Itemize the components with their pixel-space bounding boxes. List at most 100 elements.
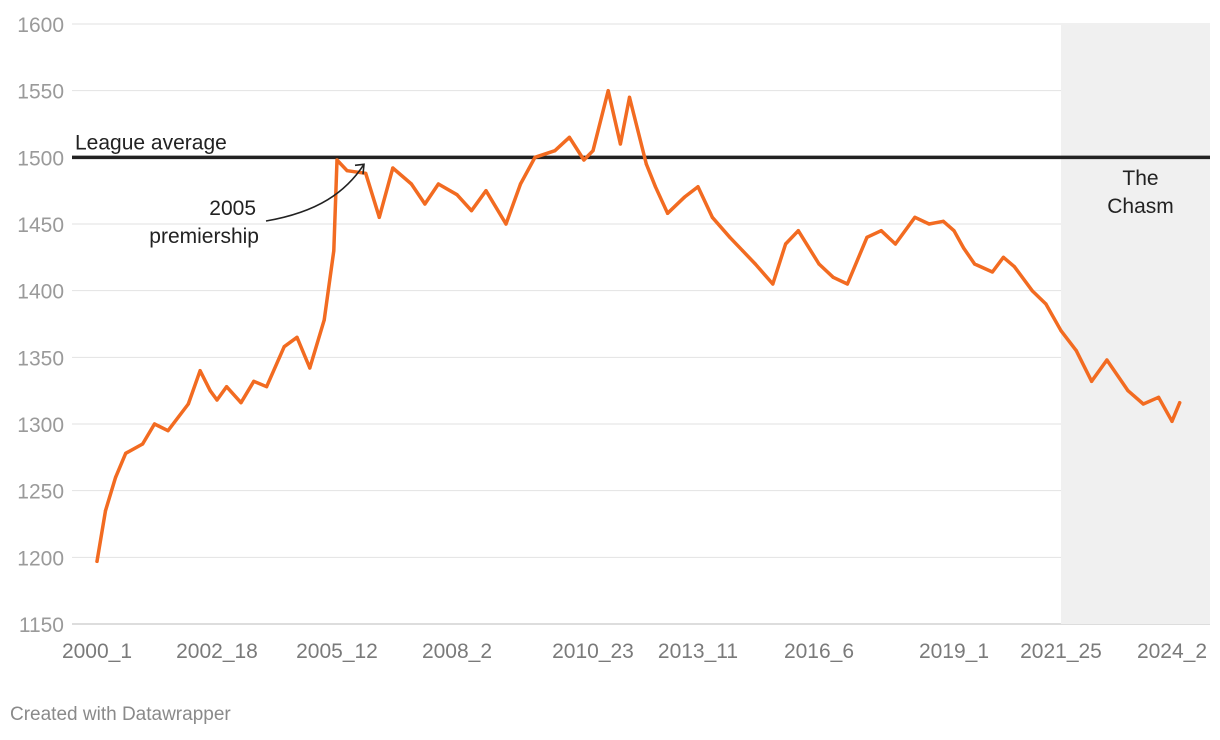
data-point — [377, 215, 381, 219]
data-point — [682, 195, 686, 199]
data-point — [665, 211, 670, 215]
y-tick-label: 1450 — [17, 214, 64, 237]
data-point — [696, 185, 700, 189]
data-point — [952, 229, 956, 233]
data-point — [141, 442, 145, 446]
chasm-label-line-1: The — [1122, 167, 1158, 190]
data-point — [322, 318, 326, 322]
chasm-shaded-region — [1061, 24, 1210, 624]
data-point — [282, 345, 286, 349]
data-point — [783, 242, 788, 246]
data-point — [927, 222, 931, 226]
data-point — [1141, 402, 1145, 406]
y-tick-label: 1350 — [17, 347, 64, 370]
data-point — [252, 379, 256, 383]
data-point — [265, 385, 269, 389]
y-tick-label: 1200 — [17, 547, 64, 570]
data-point — [391, 166, 395, 170]
data-point — [208, 389, 212, 393]
gridlines — [72, 23, 1210, 625]
premiership-annotation-line-2: premiership — [149, 225, 259, 248]
data-point — [865, 235, 869, 239]
data-point — [710, 215, 714, 219]
data-point — [308, 366, 312, 370]
data-point — [436, 182, 441, 186]
data-point — [591, 149, 595, 153]
data-point — [771, 282, 775, 286]
data-point — [845, 282, 850, 286]
annotation-arrowhead — [354, 163, 365, 175]
data-point — [124, 451, 128, 455]
data-point — [469, 209, 474, 213]
data-point — [295, 335, 299, 339]
data-point — [215, 398, 219, 402]
data-point — [627, 95, 632, 99]
data-point — [879, 229, 883, 233]
data-point — [239, 401, 243, 405]
y-tick-label: 1500 — [17, 147, 64, 170]
data-point — [962, 246, 966, 250]
data-point — [166, 429, 170, 433]
data-point — [1105, 358, 1109, 362]
line-chart: 1150 1200 1250 1300 1350 1400 1450 1500 1550 1600… — [17, 14, 1210, 663]
data-point — [409, 182, 413, 186]
data-point — [1126, 389, 1130, 393]
data-point — [796, 229, 800, 233]
data-point — [332, 249, 336, 253]
y-tick-label: 1400 — [17, 281, 64, 304]
data-point — [198, 369, 202, 373]
data-point — [533, 155, 537, 159]
y-tick-label: 1300 — [17, 414, 64, 437]
premiership-annotation-line-1: 2005 — [209, 197, 256, 220]
data-point — [1178, 401, 1182, 405]
data-point — [95, 559, 99, 563]
y-tick-label: 1550 — [17, 81, 64, 104]
data-point — [186, 402, 190, 406]
x-tick-label: 2024_2 — [1137, 640, 1207, 663]
data-point — [1044, 302, 1048, 306]
annotation-arrow — [265, 163, 365, 222]
x-tick-label: 2005_12 — [296, 640, 378, 663]
data-point — [1030, 289, 1034, 293]
data-point — [455, 193, 459, 197]
x-tick-label: 2008_2 — [422, 640, 492, 663]
data-point — [653, 185, 657, 189]
x-axis-ticks: 2000_1 2002_18 2005_12 2008_2 2010_23 2013_11… — [62, 640, 1207, 663]
data-point — [152, 422, 157, 426]
data-point — [582, 158, 586, 162]
data-point — [1090, 379, 1094, 383]
x-tick-label: 2000_1 — [62, 640, 132, 663]
data-point — [1170, 419, 1174, 423]
league-average-label: League average — [75, 131, 227, 154]
data-point — [618, 142, 622, 146]
y-tick-label: 1250 — [17, 481, 64, 504]
data-points — [95, 89, 1182, 563]
data-point — [504, 222, 508, 226]
x-tick-label: 2010_23 — [552, 640, 634, 663]
x-tick-label: 2019_1 — [919, 640, 989, 663]
data-point — [740, 249, 745, 253]
data-point — [113, 475, 118, 479]
data-point — [1012, 265, 1016, 269]
credit-text: Created with Datawrapper — [10, 704, 231, 725]
data-point — [913, 215, 917, 219]
data-point — [364, 171, 368, 175]
data-point — [335, 158, 339, 162]
data-point — [817, 262, 821, 266]
data-point — [972, 262, 977, 266]
y-tick-label: 1600 — [17, 14, 64, 37]
data-point — [567, 135, 572, 139]
data-point — [831, 275, 835, 279]
data-point — [103, 509, 108, 513]
data-point — [753, 262, 757, 266]
data-point — [1074, 349, 1078, 353]
data-point — [1059, 329, 1063, 333]
data-point — [606, 89, 610, 93]
data-point — [644, 162, 648, 166]
x-tick-label: 2016_6 — [784, 640, 854, 663]
x-tick-label: 2002_18 — [176, 640, 258, 663]
data-point — [990, 270, 995, 274]
x-tick-label: 2021_25 — [1020, 640, 1102, 663]
data-point — [1001, 255, 1005, 259]
data-point — [941, 219, 945, 223]
